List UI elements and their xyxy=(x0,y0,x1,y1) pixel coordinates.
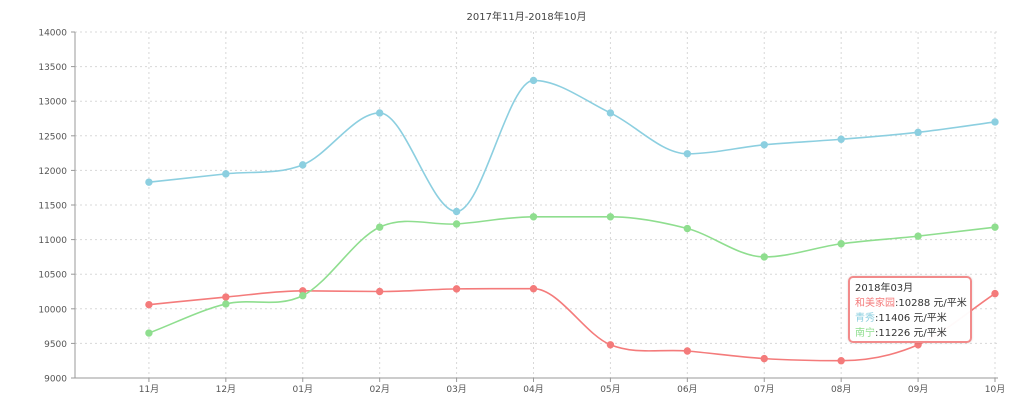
series-line-1 xyxy=(148,79,996,213)
x-tick-label: 05月 xyxy=(600,384,620,395)
data-point xyxy=(991,118,999,126)
data-point xyxy=(529,76,538,85)
data-point xyxy=(452,220,461,228)
data-point xyxy=(837,240,845,248)
data-point xyxy=(683,150,692,158)
data-point xyxy=(991,289,999,298)
data-point xyxy=(375,109,384,117)
data-point xyxy=(760,354,768,363)
tooltip-value: 11226 xyxy=(878,328,911,339)
y-tick-label: 13500 xyxy=(38,63,67,73)
y-tick-label: 13000 xyxy=(38,98,67,108)
x-tick-label: 03月 xyxy=(446,384,466,395)
tooltip-unit: 元/平米 xyxy=(913,328,947,339)
tooltip-row-qingxiu: 青秀:11406 元/平米 xyxy=(855,311,965,326)
data-point xyxy=(299,161,307,169)
x-tick-label: 12月 xyxy=(216,384,236,395)
tooltip-series-label: 青秀 xyxy=(855,313,875,324)
tooltip-unit: 元/平米 xyxy=(933,298,967,309)
data-point xyxy=(222,293,230,301)
y-tick-label: 11000 xyxy=(38,236,67,246)
x-tick-label: 09月 xyxy=(908,384,928,395)
x-tick-label: 04月 xyxy=(523,384,543,395)
data-point xyxy=(145,300,153,309)
data-point xyxy=(222,170,230,178)
x-tick-label: 01月 xyxy=(293,384,313,395)
y-tick-label: 9000 xyxy=(44,375,67,385)
tooltip-title: 2018年03月 xyxy=(855,283,914,294)
y-tick-label: 11500 xyxy=(38,202,67,212)
tooltip-colon: : xyxy=(875,328,879,339)
tooltip-colon: : xyxy=(895,298,899,309)
data-point xyxy=(606,213,615,221)
data-point xyxy=(529,285,538,293)
data-point xyxy=(299,291,307,300)
tooltip-value: 11406 xyxy=(878,313,911,324)
data-point xyxy=(683,224,692,233)
data-point xyxy=(837,135,845,143)
x-tick-label: 07月 xyxy=(754,384,774,395)
y-tick-label: 14000 xyxy=(38,29,67,39)
tooltip-unit: 元/平米 xyxy=(913,313,947,324)
tooltip-value: 10288 xyxy=(898,298,931,309)
data-point xyxy=(760,253,768,261)
x-tick-label: 08月 xyxy=(831,384,851,395)
data-point xyxy=(606,109,615,117)
y-tick-label: 9500 xyxy=(44,340,67,350)
x-tick-label: 10月 xyxy=(985,384,1005,395)
data-point xyxy=(837,357,845,365)
data-point xyxy=(222,300,230,308)
data-point xyxy=(375,223,384,231)
chart-tooltip: 2018年03月 和美家园:10288 元/平米 青秀:11406 元/平米 南… xyxy=(848,276,972,343)
data-point xyxy=(914,128,922,137)
y-tick-label: 12000 xyxy=(38,167,67,177)
data-point xyxy=(375,287,384,296)
tooltip-series-label: 和美家园 xyxy=(855,298,895,309)
y-tick-label: 12500 xyxy=(38,132,67,142)
data-point xyxy=(452,285,461,293)
y-tick-label: 10000 xyxy=(38,305,67,315)
data-point xyxy=(145,178,153,186)
x-tick-label: 11月 xyxy=(139,384,159,395)
data-point xyxy=(683,347,692,355)
data-point xyxy=(452,207,461,216)
data-point xyxy=(991,223,999,231)
data-point xyxy=(914,232,922,240)
data-point xyxy=(606,341,615,349)
tooltip-row-nanning: 南宁:11226 元/平米 xyxy=(855,326,965,341)
data-point xyxy=(760,141,768,149)
tooltip-colon: : xyxy=(875,313,879,324)
tooltip-series-label: 南宁 xyxy=(855,328,875,339)
x-tick-label: 06月 xyxy=(677,384,697,395)
tooltip-row-hemeijiayuan: 和美家园:10288 元/平米 xyxy=(855,296,967,311)
data-point xyxy=(529,213,538,221)
data-point xyxy=(145,329,153,337)
x-tick-label: 02月 xyxy=(369,384,389,395)
chart-title: 2017年11月-2018年10月 xyxy=(467,10,587,23)
y-tick-label: 10500 xyxy=(38,271,67,281)
